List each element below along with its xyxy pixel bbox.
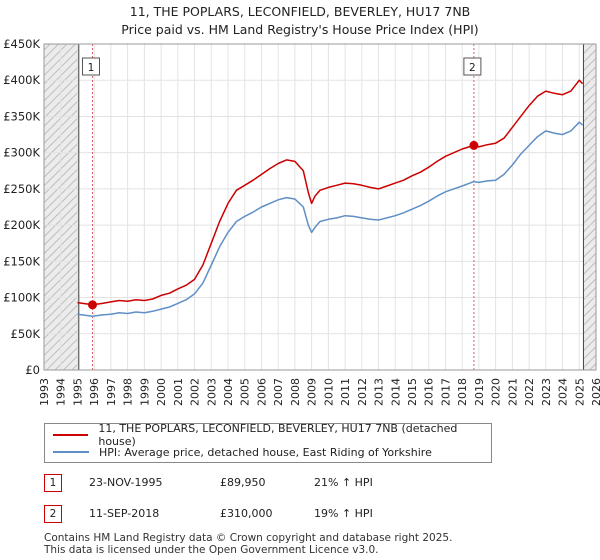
hatched-range <box>583 44 596 370</box>
x-tick-label: 2009 <box>306 378 319 406</box>
sale-marker-label: 1 <box>88 62 95 74</box>
legend-label-property: 11, THE POPLARS, LECONFIELD, BEVERLEY, H… <box>98 422 458 448</box>
x-tick-label: 2021 <box>506 378 519 406</box>
transaction-date: 23-NOV-1995 <box>89 476 163 489</box>
chart-subtitle: Price paid vs. HM Land Registry's House … <box>121 22 479 37</box>
sale-point <box>469 140 479 150</box>
transaction-marker: 2 <box>44 505 62 523</box>
x-tick-label: 2022 <box>523 378 536 406</box>
x-tick-label: 1998 <box>122 378 135 406</box>
x-tick-label: 2013 <box>373 378 386 406</box>
y-tick-label: £300K <box>3 146 40 160</box>
transaction-row: 1 23-NOV-1995 £89,950 21% ↑ HPI <box>44 474 584 496</box>
x-tick-label: 1994 <box>55 378 68 406</box>
transaction-date: 11-SEP-2018 <box>89 507 160 520</box>
x-tick-label: 2016 <box>423 378 436 406</box>
hatched-range <box>44 44 79 370</box>
x-tick-label: 1999 <box>138 378 151 406</box>
x-tick-label: 2020 <box>490 378 503 406</box>
legend: 11, THE POPLARS, LECONFIELD, BEVERLEY, H… <box>44 422 492 463</box>
legend-swatch-property <box>53 434 89 436</box>
x-tick-label: 2018 <box>456 378 469 406</box>
y-tick-label: £450K <box>3 37 40 51</box>
x-tick-label: 2004 <box>222 378 235 406</box>
transaction-row: 2 11-SEP-2018 £310,000 19% ↑ HPI <box>44 505 584 527</box>
sale-marker-box <box>82 57 101 76</box>
plot-frame <box>43 43 597 371</box>
x-tick-label: 2025 <box>573 378 586 406</box>
y-tick-label: £400K <box>3 73 40 87</box>
x-tick-label: 2017 <box>439 378 452 406</box>
y-tick-label: £250K <box>3 182 40 196</box>
footer-line-2: This data is licensed under the Open Gov… <box>44 544 379 556</box>
footer-notice: Contains HM Land Registry data © Crown c… <box>44 532 452 556</box>
x-tick-label: 1996 <box>88 378 101 406</box>
transaction-hpi: 21% ↑ HPI <box>314 476 373 489</box>
price-chart: 1 2 £0 £50K £100K £150K £200K £250K £300K £350K £4… <box>3 37 600 406</box>
sale-point <box>88 300 98 310</box>
x-tick-label: 2010 <box>322 378 335 406</box>
x-tick-label: 2015 <box>406 378 419 406</box>
x-tick-label: 2005 <box>239 378 252 406</box>
x-tick-label: 1995 <box>71 378 84 406</box>
legend-item-property: 11, THE POPLARS, LECONFIELD, BEVERLEY, H… <box>53 422 491 448</box>
x-tick-label: 2000 <box>155 378 168 406</box>
x-tick-label: 2023 <box>540 378 553 406</box>
x-tick-label: 1993 <box>38 378 51 406</box>
y-tick-label: £150K <box>3 254 40 268</box>
property-price-line <box>77 79 584 306</box>
y-tick-label: £0 <box>25 363 40 377</box>
transaction-price: £89,950 <box>220 476 266 489</box>
y-tick-label: £200K <box>3 218 40 232</box>
footer-line-1: Contains HM Land Registry data © Crown c… <box>44 532 453 544</box>
x-tick-label: 2002 <box>189 378 202 406</box>
y-tick-label: £100K <box>3 291 40 305</box>
legend-label-hpi: HPI: Average price, detached house, East… <box>99 445 432 459</box>
x-tick-label: 2014 <box>389 378 402 406</box>
y-tick-label: £350K <box>3 109 40 123</box>
x-tick-label: 2006 <box>255 378 268 406</box>
x-tick-label: 2024 <box>557 378 570 406</box>
transaction-price: £310,000 <box>220 507 273 520</box>
sale-marker-label: 2 <box>469 62 476 74</box>
x-tick-label: 2008 <box>289 378 302 406</box>
x-tick-label: 2019 <box>473 378 486 406</box>
x-tick-label: 2003 <box>205 378 218 406</box>
x-tick-label: 2001 <box>172 378 185 406</box>
x-tick-label: 2011 <box>339 378 352 406</box>
plot-area <box>44 44 596 370</box>
chart-title: 11, THE POPLARS, LECONFIELD, BEVERLEY, H… <box>129 4 471 19</box>
hpi-line <box>77 121 584 317</box>
legend-item-hpi: HPI: Average price, detached house, East… <box>53 444 432 460</box>
legend-swatch-hpi <box>53 451 89 453</box>
y-tick-label: £50K <box>11 327 41 341</box>
x-tick-label: 2012 <box>356 378 369 406</box>
sale-marker-box <box>463 57 482 76</box>
x-tick-label: 1997 <box>105 378 118 406</box>
x-tick-label: 2026 <box>590 378 600 406</box>
transaction-marker: 1 <box>44 474 62 492</box>
transaction-hpi: 19% ↑ HPI <box>314 507 373 520</box>
x-tick-label: 2007 <box>272 378 285 406</box>
